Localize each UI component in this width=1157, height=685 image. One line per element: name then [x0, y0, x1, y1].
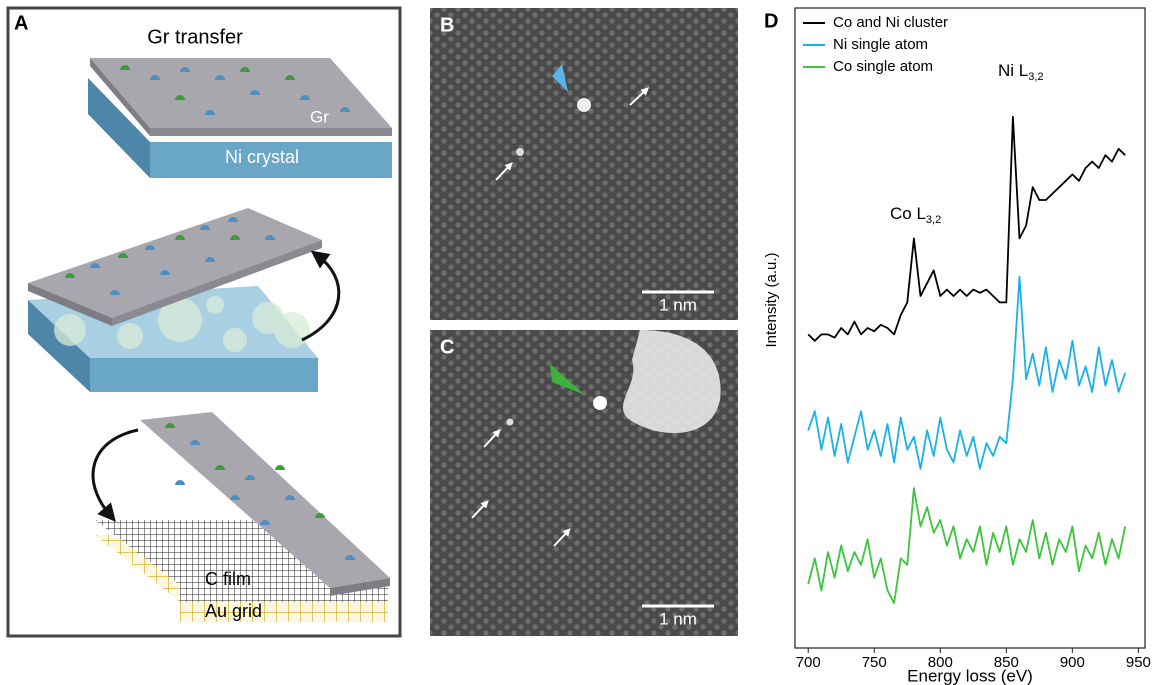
annotation-text: Co L: [890, 204, 926, 223]
panel-d: D Energy loss (eV) Intensity (a.u.) Co L…: [763, 8, 1151, 685]
panel-a: A Gr transfer Gr Ni crystal: [8, 8, 400, 636]
annotation-text: Ni L: [998, 61, 1028, 80]
bright-atom: [507, 419, 514, 426]
annotation: Ni L3,2: [998, 61, 1044, 82]
legend-label: Co and Ni cluster: [833, 14, 948, 31]
graphene-edge: [150, 128, 392, 136]
panel-title: Gr transfer: [147, 26, 243, 48]
panel-label: A: [14, 12, 28, 34]
x-tick-label: 950: [1126, 654, 1151, 671]
bright-atom: [516, 148, 524, 156]
scale-bar-label: 1 nm: [659, 609, 697, 628]
label-ni-crystal: Ni crystal: [225, 147, 299, 167]
bright-atom: [593, 396, 607, 410]
figure: A Gr transfer Gr Ni crystal: [0, 0, 1157, 685]
annotation-subscript: 3,2: [926, 214, 941, 226]
panel-label: D: [764, 10, 778, 32]
x-tick-label: 850: [994, 654, 1019, 671]
label-c-film: C film: [205, 569, 251, 589]
y-axis-label: Intensity (a.u.): [763, 252, 780, 347]
x-tick-label: 800: [928, 654, 953, 671]
bright-atom: [577, 98, 591, 112]
x-tick-label: 900: [1060, 654, 1085, 671]
panel-c: C 1 nm: [430, 330, 738, 636]
label-gr: Gr: [310, 107, 329, 126]
crystal-front: [90, 358, 318, 392]
spectrum-line: [808, 488, 1125, 603]
spectrum-line: [808, 277, 1125, 469]
plot-frame: [795, 8, 1145, 648]
label-au-grid: Au grid: [205, 601, 262, 621]
scale-bar-label: 1 nm: [659, 295, 697, 314]
annotation-subscript: 3,2: [1028, 71, 1043, 83]
x-tick-label: 700: [796, 654, 821, 671]
x-tick-label: 750: [862, 654, 887, 671]
legend-label: Ni single atom: [833, 36, 928, 53]
panel-b: B 1 nm: [430, 8, 738, 320]
panel-label: B: [440, 14, 454, 36]
stem-image: [430, 8, 738, 320]
panel-label: C: [440, 336, 454, 358]
annotation: Co L3,2: [890, 204, 941, 225]
spectrum-line: [808, 117, 1125, 341]
legend-label: Co single atom: [833, 58, 933, 75]
page: {"panels": { "A": {"label": "A", "title"…: [0, 0, 1157, 685]
